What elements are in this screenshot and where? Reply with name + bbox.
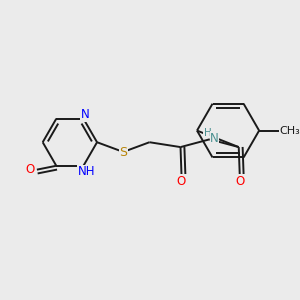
Text: S: S — [119, 146, 127, 159]
Text: N: N — [210, 132, 219, 145]
Text: O: O — [26, 163, 35, 176]
Text: NH: NH — [78, 165, 95, 178]
Text: N: N — [81, 108, 90, 121]
Text: H: H — [204, 128, 212, 137]
Text: O: O — [177, 175, 186, 188]
Text: CH₃: CH₃ — [280, 126, 300, 136]
Text: O: O — [235, 175, 244, 188]
